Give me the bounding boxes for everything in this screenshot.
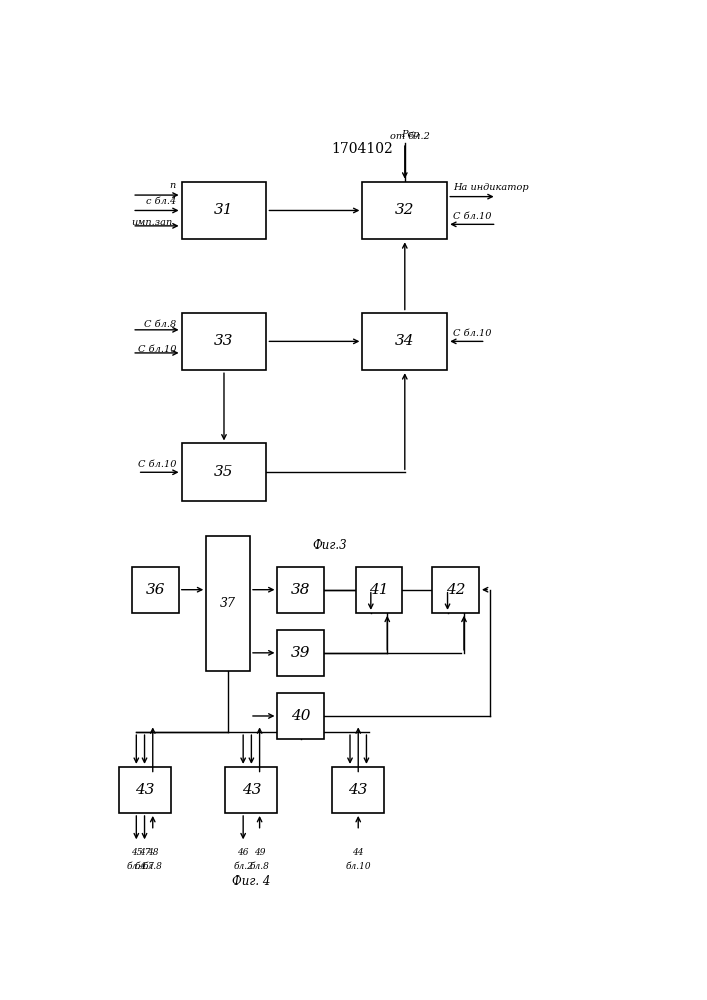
Text: 45: 45 bbox=[131, 848, 142, 857]
Text: 37: 37 bbox=[220, 597, 236, 610]
Text: имп.зап.: имп.зап. bbox=[132, 218, 176, 227]
FancyBboxPatch shape bbox=[363, 312, 448, 370]
FancyBboxPatch shape bbox=[277, 630, 324, 676]
Text: бл.8: бл.8 bbox=[143, 862, 163, 871]
Text: Фиг. 4: Фиг. 4 bbox=[232, 875, 271, 888]
Text: С бл.10: С бл.10 bbox=[452, 329, 491, 338]
Text: бл.7: бл.7 bbox=[134, 862, 154, 871]
FancyBboxPatch shape bbox=[363, 182, 448, 239]
Text: 1704102: 1704102 bbox=[332, 142, 393, 156]
Text: 48: 48 bbox=[147, 848, 158, 857]
FancyBboxPatch shape bbox=[226, 767, 277, 813]
Text: 44: 44 bbox=[353, 848, 364, 857]
FancyBboxPatch shape bbox=[119, 767, 170, 813]
FancyBboxPatch shape bbox=[433, 567, 479, 613]
FancyBboxPatch shape bbox=[277, 693, 324, 739]
Text: 33: 33 bbox=[214, 334, 234, 348]
Text: бл.10: бл.10 bbox=[346, 862, 371, 871]
Text: бл.2: бл.2 bbox=[233, 862, 253, 871]
Text: 36: 36 bbox=[146, 583, 165, 597]
Text: 39: 39 bbox=[291, 646, 310, 660]
Text: 49: 49 bbox=[254, 848, 265, 857]
Text: На индикатор: На индикатор bbox=[452, 183, 528, 192]
Text: С бл.10: С бл.10 bbox=[138, 460, 176, 469]
Text: 40: 40 bbox=[291, 709, 310, 723]
Text: С бл.10: С бл.10 bbox=[452, 212, 491, 221]
Text: с бл.4: с бл.4 bbox=[146, 197, 176, 206]
Text: С бл.10: С бл.10 bbox=[138, 345, 176, 354]
Text: бл.4: бл.4 bbox=[127, 862, 146, 871]
Text: 46: 46 bbox=[238, 848, 249, 857]
Text: бл.8: бл.8 bbox=[250, 862, 269, 871]
FancyBboxPatch shape bbox=[206, 536, 250, 671]
FancyBboxPatch shape bbox=[182, 312, 267, 370]
FancyBboxPatch shape bbox=[182, 443, 267, 501]
Text: 42: 42 bbox=[446, 583, 465, 597]
Text: n: n bbox=[170, 181, 176, 190]
Text: Фиг.3: Фиг.3 bbox=[312, 539, 346, 552]
Text: 34: 34 bbox=[395, 334, 414, 348]
FancyBboxPatch shape bbox=[277, 567, 324, 613]
FancyBboxPatch shape bbox=[356, 567, 402, 613]
Text: 31: 31 bbox=[214, 203, 234, 217]
Text: Pср: Pср bbox=[401, 130, 419, 139]
Text: С бл.8: С бл.8 bbox=[144, 320, 176, 329]
FancyBboxPatch shape bbox=[332, 767, 385, 813]
FancyBboxPatch shape bbox=[132, 567, 179, 613]
Text: 32: 32 bbox=[395, 203, 414, 217]
Text: 47: 47 bbox=[139, 848, 151, 857]
Text: 43: 43 bbox=[349, 783, 368, 797]
Text: 41: 41 bbox=[369, 583, 389, 597]
Text: 35: 35 bbox=[214, 465, 234, 479]
FancyBboxPatch shape bbox=[182, 182, 267, 239]
Text: 43: 43 bbox=[242, 783, 261, 797]
Text: 38: 38 bbox=[291, 583, 310, 597]
Text: от бл.2: от бл.2 bbox=[390, 121, 431, 141]
Text: 43: 43 bbox=[135, 783, 154, 797]
